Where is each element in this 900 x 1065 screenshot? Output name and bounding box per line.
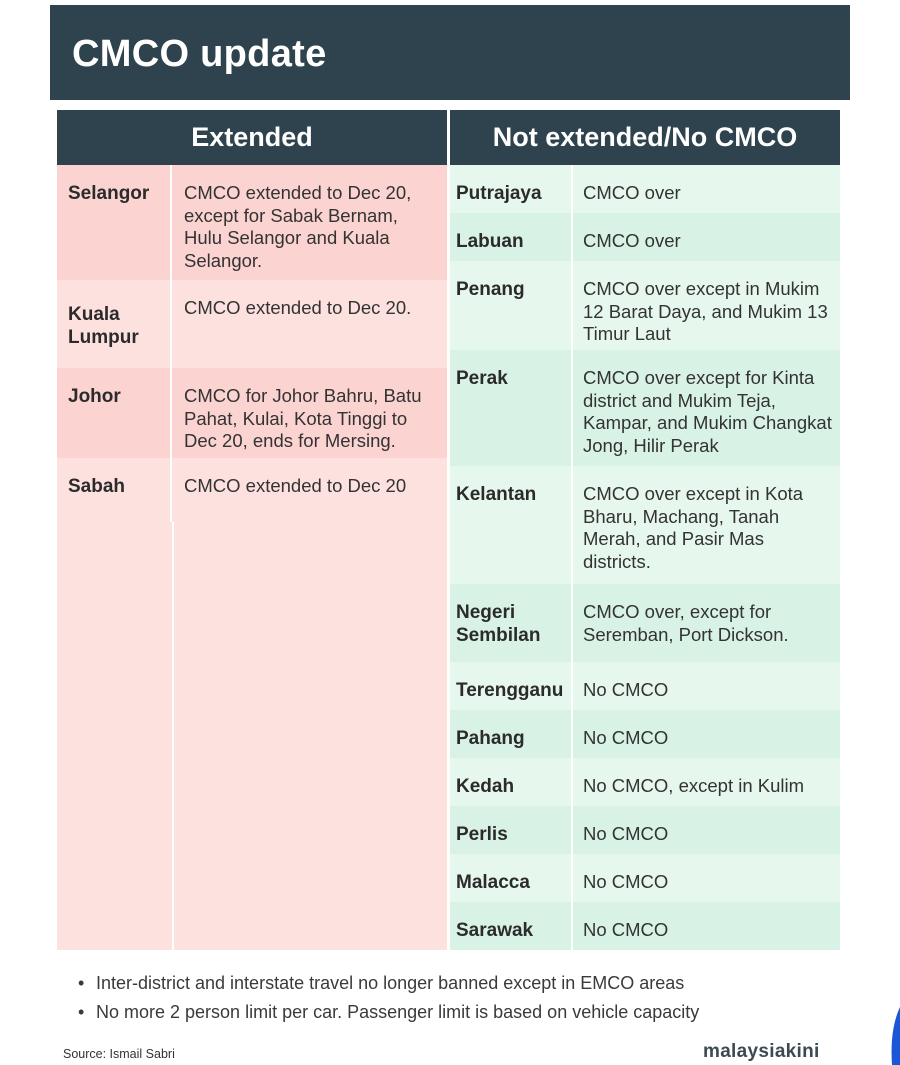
state-name: Terengganu (450, 662, 573, 710)
table-row: Penang CMCO over except in Mukim 12 Bara… (450, 261, 840, 350)
state-status: CMCO extended to Dec 20, except for Saba… (184, 182, 412, 271)
state-name: Penang (450, 261, 573, 350)
state-name: Labuan (450, 213, 573, 261)
state-name: Sarawak (450, 902, 573, 950)
table-row: Kedah No CMCO, except in Kulim (450, 758, 840, 806)
table-row: Sarawak No CMCO (450, 902, 840, 950)
brand-logo: malaysiakini (703, 1041, 820, 1062)
not-extended-column: Putrajaya CMCO over Labuan CMCO over Pen… (450, 165, 840, 950)
state-name: Malacca (450, 854, 573, 902)
table-row: Pahang No CMCO (450, 710, 840, 758)
state-status: No CMCO (583, 823, 669, 844)
state-name: Selangor (57, 165, 172, 280)
table-row: Perlis No CMCO (450, 806, 840, 854)
state-status: No CMCO, except in Kulim (583, 775, 805, 796)
table-row: Sabah CMCO extended to Dec 20 (57, 458, 447, 522)
table-row: Putrajaya CMCO over (450, 165, 840, 213)
extended-column: Selangor CMCO extended to Dec 20, except… (57, 165, 447, 950)
state-name: Sabah (57, 458, 172, 522)
state-status: No CMCO (583, 871, 669, 892)
table-row: Perak CMCO over except for Kinta distric… (450, 350, 840, 466)
state-name: Kuala Lumpur (57, 280, 172, 368)
table-row: Negeri Sembilan CMCO over, except for Se… (450, 584, 840, 662)
blue-shape-icon (891, 1007, 900, 1065)
table-row: Labuan CMCO over (450, 213, 840, 261)
state-status: CMCO for Johor Bahru, Batu Pahat, Kulai,… (184, 385, 422, 451)
state-name: Perlis (450, 806, 573, 854)
not-extended-header: Not extended/No CMCO (450, 110, 840, 165)
note-text: Inter-district and interstate travel no … (96, 973, 685, 993)
state-name: Kelantan (450, 466, 573, 584)
table-row: Malacca No CMCO (450, 854, 840, 902)
state-status: No CMCO (583, 679, 669, 700)
bullet-icon: • (78, 1002, 85, 1022)
list-item: • Inter-district and interstate travel n… (78, 972, 699, 1001)
column-divider (172, 522, 174, 950)
state-name: Negeri Sembilan (450, 584, 573, 662)
page-title: CMCO update (72, 33, 327, 75)
extended-header: Extended (57, 110, 447, 165)
table-row: Terengganu No CMCO (450, 662, 840, 710)
state-status: CMCO over, except for Seremban, Port Dic… (583, 601, 789, 645)
note-text: No more 2 person limit per car. Passenge… (96, 1002, 700, 1022)
notes-list: • Inter-district and interstate travel n… (78, 972, 699, 1030)
state-status: CMCO extended to Dec 20. (184, 297, 412, 318)
state-status: CMCO extended to Dec 20 (184, 475, 407, 496)
state-name: Putrajaya (450, 165, 573, 213)
state-name: Kedah (450, 758, 573, 806)
source-credit: Source: Ismail Sabri (63, 1047, 175, 1061)
list-item: • No more 2 person limit per car. Passen… (78, 1001, 699, 1030)
state-name: Pahang (450, 710, 573, 758)
state-name: Johor (57, 368, 172, 458)
state-status: CMCO over (583, 230, 681, 251)
bullet-icon: • (78, 973, 85, 993)
state-name: Perak (450, 350, 573, 466)
table-row: Selangor CMCO extended to Dec 20, except… (57, 165, 447, 280)
table-row: Kuala Lumpur CMCO extended to Dec 20. (57, 280, 447, 368)
state-status: No CMCO (583, 727, 669, 748)
table-row: Kelantan CMCO over except in Kota Bharu,… (450, 466, 840, 584)
state-status: No CMCO (583, 919, 669, 940)
state-status: CMCO over except in Kota Bharu, Machang,… (583, 483, 804, 572)
table-row: Johor CMCO for Johor Bahru, Batu Pahat, … (57, 368, 447, 458)
title-banner: CMCO update (50, 5, 850, 100)
state-status: CMCO over except for Kinta district and … (583, 367, 832, 456)
state-status: CMCO over (583, 182, 681, 203)
state-status: CMCO over except in Mukim 12 Barat Daya,… (583, 278, 828, 344)
